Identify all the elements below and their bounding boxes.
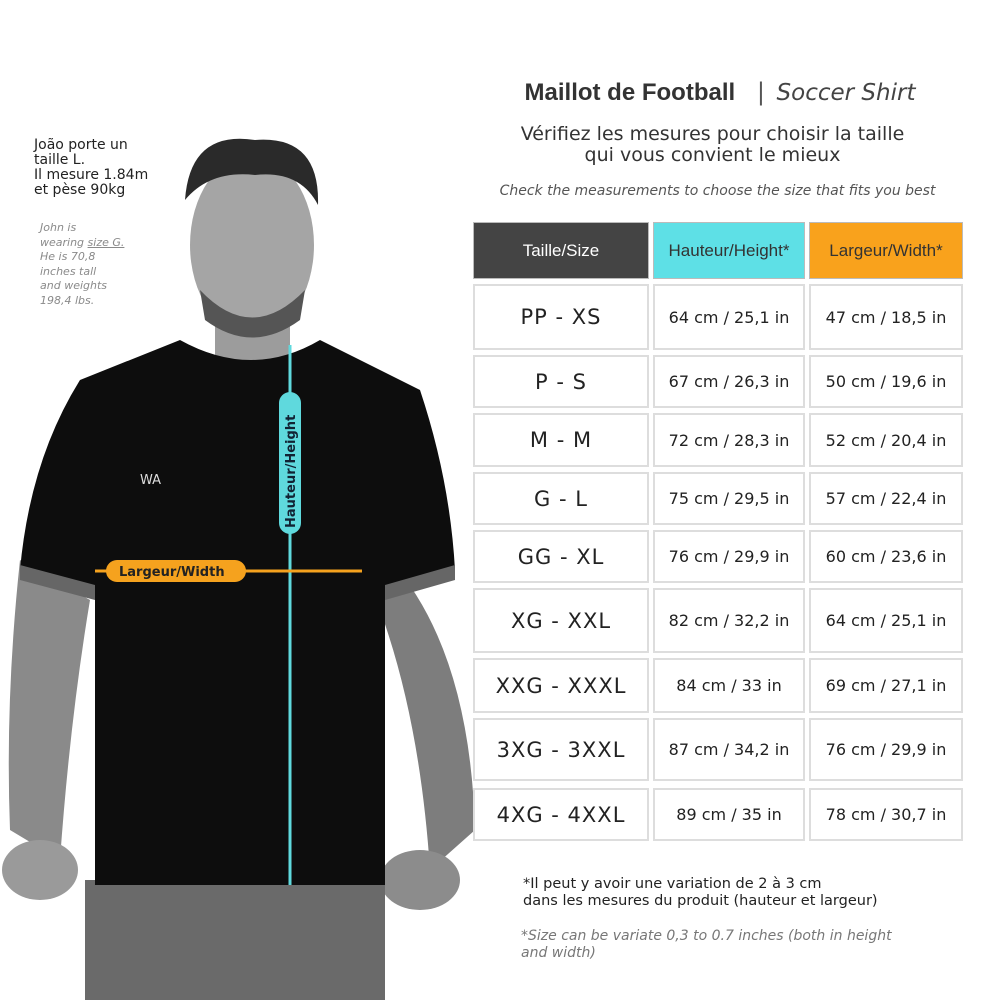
- note-line: et pèse 90kg: [34, 182, 126, 198]
- width-label: Largeur/Width: [119, 565, 225, 580]
- note-line: taille L.: [34, 152, 86, 168]
- height-cell: 64 cm / 25,1 in: [653, 284, 805, 350]
- title-fr: Maillot de Football: [524, 79, 736, 106]
- subtitle-en: Check the measurements to choose the siz…: [499, 183, 936, 199]
- size-cell: P - S: [473, 355, 649, 408]
- title-en: Soccer Shirt: [776, 80, 916, 106]
- size-cell: 4XG - 4XXL: [473, 788, 649, 841]
- height-cell: 76 cm / 29,9 in: [653, 530, 805, 583]
- width-cell: 50 cm / 19,6 in: [809, 355, 963, 408]
- height-badge: [279, 392, 301, 534]
- note-line: João porte un: [34, 137, 128, 153]
- size-cell: G - L: [473, 472, 649, 525]
- height-cell: 67 cm / 26,3 in: [653, 355, 805, 408]
- footnote-line: and width): [521, 945, 596, 961]
- width-cell: 78 cm / 30,7 in: [809, 788, 963, 841]
- note-line: inches tall: [40, 264, 97, 278]
- height-label: Hauteur/Height: [284, 415, 299, 528]
- subtitle-fr: Vérifiez les mesures pour choisir la tai…: [480, 124, 945, 166]
- height-cell: 87 cm / 34,2 in: [653, 718, 805, 781]
- height-cell: 72 cm / 28,3 in: [653, 413, 805, 467]
- note-line: He is 70,8: [40, 250, 96, 263]
- column-header: Taille/Size: [473, 222, 649, 279]
- footnote-en: *Size can be variate 0,3 to 0.7 inches (…: [521, 928, 892, 962]
- width-cell: 52 cm / 20,4 in: [809, 413, 963, 467]
- title-separator: |: [756, 78, 765, 106]
- note-line: 198,4 lbs.: [40, 293, 95, 307]
- footnote-line: dans les mesures du produit (hauteur et …: [523, 893, 878, 909]
- width-cell: 76 cm / 29,9 in: [809, 718, 963, 781]
- height-cell: 75 cm / 29,5 in: [653, 472, 805, 525]
- footnote-line: *Size can be variate 0,3 to 0.7 inches (…: [521, 928, 892, 944]
- note-line: Il mesure 1.84m: [34, 167, 149, 183]
- footnote-line: *Il peut y avoir une variation de 2 à 3 …: [523, 876, 822, 892]
- size-cell: PP - XS: [473, 284, 649, 350]
- height-cell: 84 cm / 33 in: [653, 658, 805, 713]
- page-title: Maillot de Football | Soccer Shirt: [480, 78, 960, 107]
- size-cell: GG - XL: [473, 530, 649, 583]
- width-badge: [106, 560, 246, 582]
- footnote-fr: *Il peut y avoir une variation de 2 à 3 …: [523, 876, 878, 910]
- note-line: wearing size G.: [40, 236, 124, 251]
- size-cell: 3XG - 3XXL: [473, 718, 649, 781]
- model-photo: WA Hauteur/Height Largeur/Width: [2, 138, 475, 1000]
- width-cell: 57 cm / 22,4 in: [809, 472, 963, 525]
- height-cell: 82 cm / 32,2 in: [653, 588, 805, 653]
- width-cell: 47 cm / 18,5 in: [809, 284, 963, 350]
- subtitle-line: Vérifiez les mesures pour choisir la tai…: [520, 123, 905, 145]
- subtitle-line: qui vous convient le mieux: [584, 144, 841, 166]
- note-text: wearing: [40, 235, 88, 249]
- note-line: John is: [40, 221, 77, 234]
- width-cell: 69 cm / 27,1 in: [809, 658, 963, 713]
- note-size: size G.: [87, 235, 125, 249]
- size-cell: XXG - XXXL: [473, 658, 649, 713]
- size-cell: M - M: [473, 413, 649, 467]
- column-header: Largeur/Width*: [809, 222, 963, 279]
- width-cell: 60 cm / 23,6 in: [809, 530, 963, 583]
- model-note-fr: João porte un taille L. Il mesure 1.84m …: [34, 138, 148, 198]
- column-header: Hauteur/Height*: [653, 222, 805, 279]
- note-line: and weights: [40, 279, 108, 292]
- shirt-logo: WA: [140, 473, 161, 488]
- width-cell: 64 cm / 25,1 in: [809, 588, 963, 653]
- height-cell: 89 cm / 35 in: [653, 788, 805, 841]
- model-note-en: John is wearing size G. He is 70,8 inche…: [40, 221, 124, 308]
- size-cell: XG - XXL: [473, 588, 649, 653]
